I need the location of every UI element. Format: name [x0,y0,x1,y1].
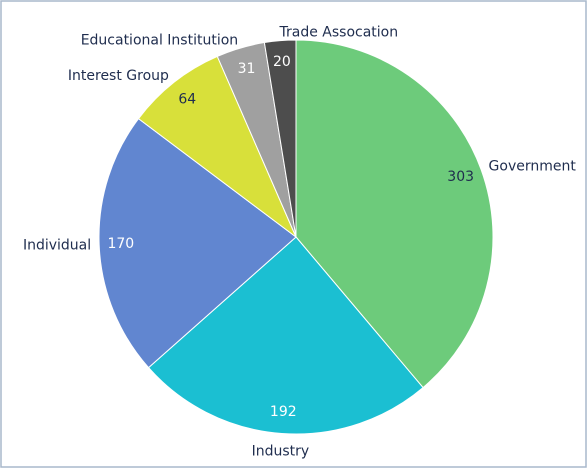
pie-slice [137,55,298,239]
value-label: 170 [107,236,134,252]
category-label: Trade Assocation [279,25,399,41]
category-label: Educational Institution [81,32,238,48]
pie-slice [98,117,297,369]
value-label: 64 [178,91,196,107]
category-label: Government [489,159,577,175]
pie-slice [147,236,424,435]
value-label: 192 [270,404,297,420]
pie-slice [295,39,494,389]
category-label: Industry [252,443,310,459]
category-label: Individual [23,237,91,253]
value-label: 303 [447,169,474,185]
value-label: 20 [273,54,291,70]
value-label: 31 [238,61,256,77]
category-label: Interest Group [68,68,169,84]
pie-slice [263,39,297,238]
